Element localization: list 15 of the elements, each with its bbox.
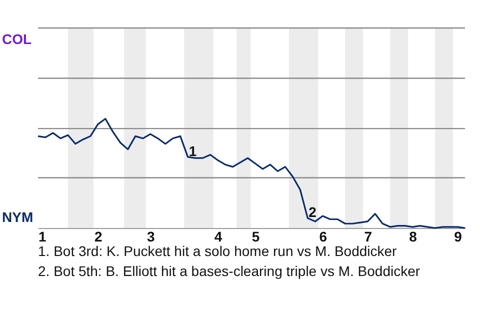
x-tick-label: 1 [38,228,46,244]
x-tick-label: 4 [214,228,222,244]
x-tick-label: 3 [146,228,155,244]
x-tick-label: 8 [409,228,418,244]
x-tick-label: 5 [252,228,260,244]
x-tick-label: 9 [454,228,462,244]
x-tick-label: 7 [364,228,372,244]
text: NYM [2,209,34,225]
annotation: 2 [308,204,317,220]
text: COL [2,31,32,47]
annotation: 1 [188,142,197,159]
text: 2. Bot 5th: B. Elliott hit a bases-clearing triple vs M. Boddicker [38,263,420,279]
x-tick-label: 6 [319,228,328,244]
x-tick-label: 2 [94,228,103,244]
text: 1. Bot 3rd: K. Puckett hit a solo home run vs M. Boddicker [38,243,398,259]
